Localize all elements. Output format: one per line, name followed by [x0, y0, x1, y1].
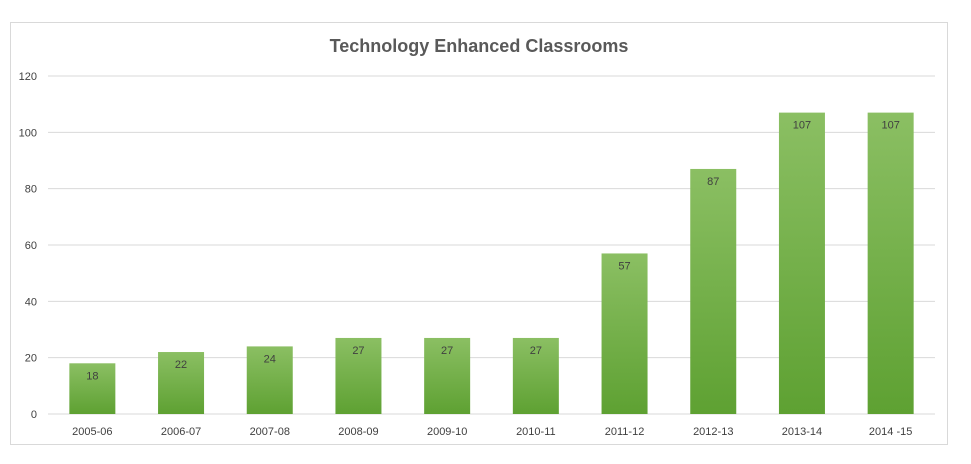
x-tick-label: 2013-14 — [782, 426, 822, 438]
bar-data-label: 107 — [793, 120, 811, 132]
bar — [69, 363, 116, 414]
x-tick-label: 2010-11 — [516, 426, 556, 438]
bar — [158, 352, 205, 414]
x-tick-label: 2006-07 — [161, 426, 201, 438]
x-axis-ticks: 2005-06 2006-07 2007-08 2008-09 2009-10 2010-… — [72, 426, 912, 438]
bars — [69, 112, 914, 414]
bar-data-label: 18 — [86, 370, 98, 382]
y-tick-label: 0 — [31, 409, 37, 421]
bar — [601, 253, 648, 414]
x-tick-label: 2012-13 — [693, 426, 733, 438]
bar-data-label: 27 — [352, 345, 364, 357]
bar — [424, 337, 471, 414]
bar-data-label: 57 — [618, 260, 630, 272]
y-axis-ticks: 0 20 40 60 80 100 120 — [19, 71, 37, 421]
x-tick-label: 2005-06 — [72, 426, 112, 438]
bar-data-label: 87 — [707, 176, 719, 188]
bar-data-label: 27 — [530, 345, 542, 357]
y-tick-label: 40 — [25, 296, 37, 308]
y-tick-label: 60 — [25, 240, 37, 252]
bar-data-label: 27 — [441, 345, 453, 357]
bar — [335, 337, 382, 414]
bar — [246, 346, 293, 414]
y-tick-label: 80 — [25, 184, 37, 196]
x-tick-label: 2009-10 — [427, 426, 467, 438]
bar — [778, 112, 825, 414]
x-tick-label: 2011-12 — [605, 426, 645, 438]
x-tick-label: 2008-09 — [338, 426, 378, 438]
x-tick-label: 2007-08 — [250, 426, 290, 438]
bar — [690, 168, 737, 414]
bar-data-label: 24 — [264, 353, 276, 365]
bar-data-label: 22 — [175, 359, 187, 371]
y-tick-label: 100 — [19, 127, 37, 139]
x-tick-label: 2014 -15 — [869, 426, 912, 438]
y-tick-label: 120 — [19, 71, 37, 83]
y-tick-label: 20 — [25, 353, 37, 365]
bar-data-label: 107 — [881, 120, 899, 132]
chart-title: Technology Enhanced Classrooms — [330, 36, 629, 56]
data-labels: 18 22 24 27 27 27 57 87 107 107 — [86, 120, 900, 383]
bar — [512, 337, 559, 414]
bar — [867, 112, 914, 414]
